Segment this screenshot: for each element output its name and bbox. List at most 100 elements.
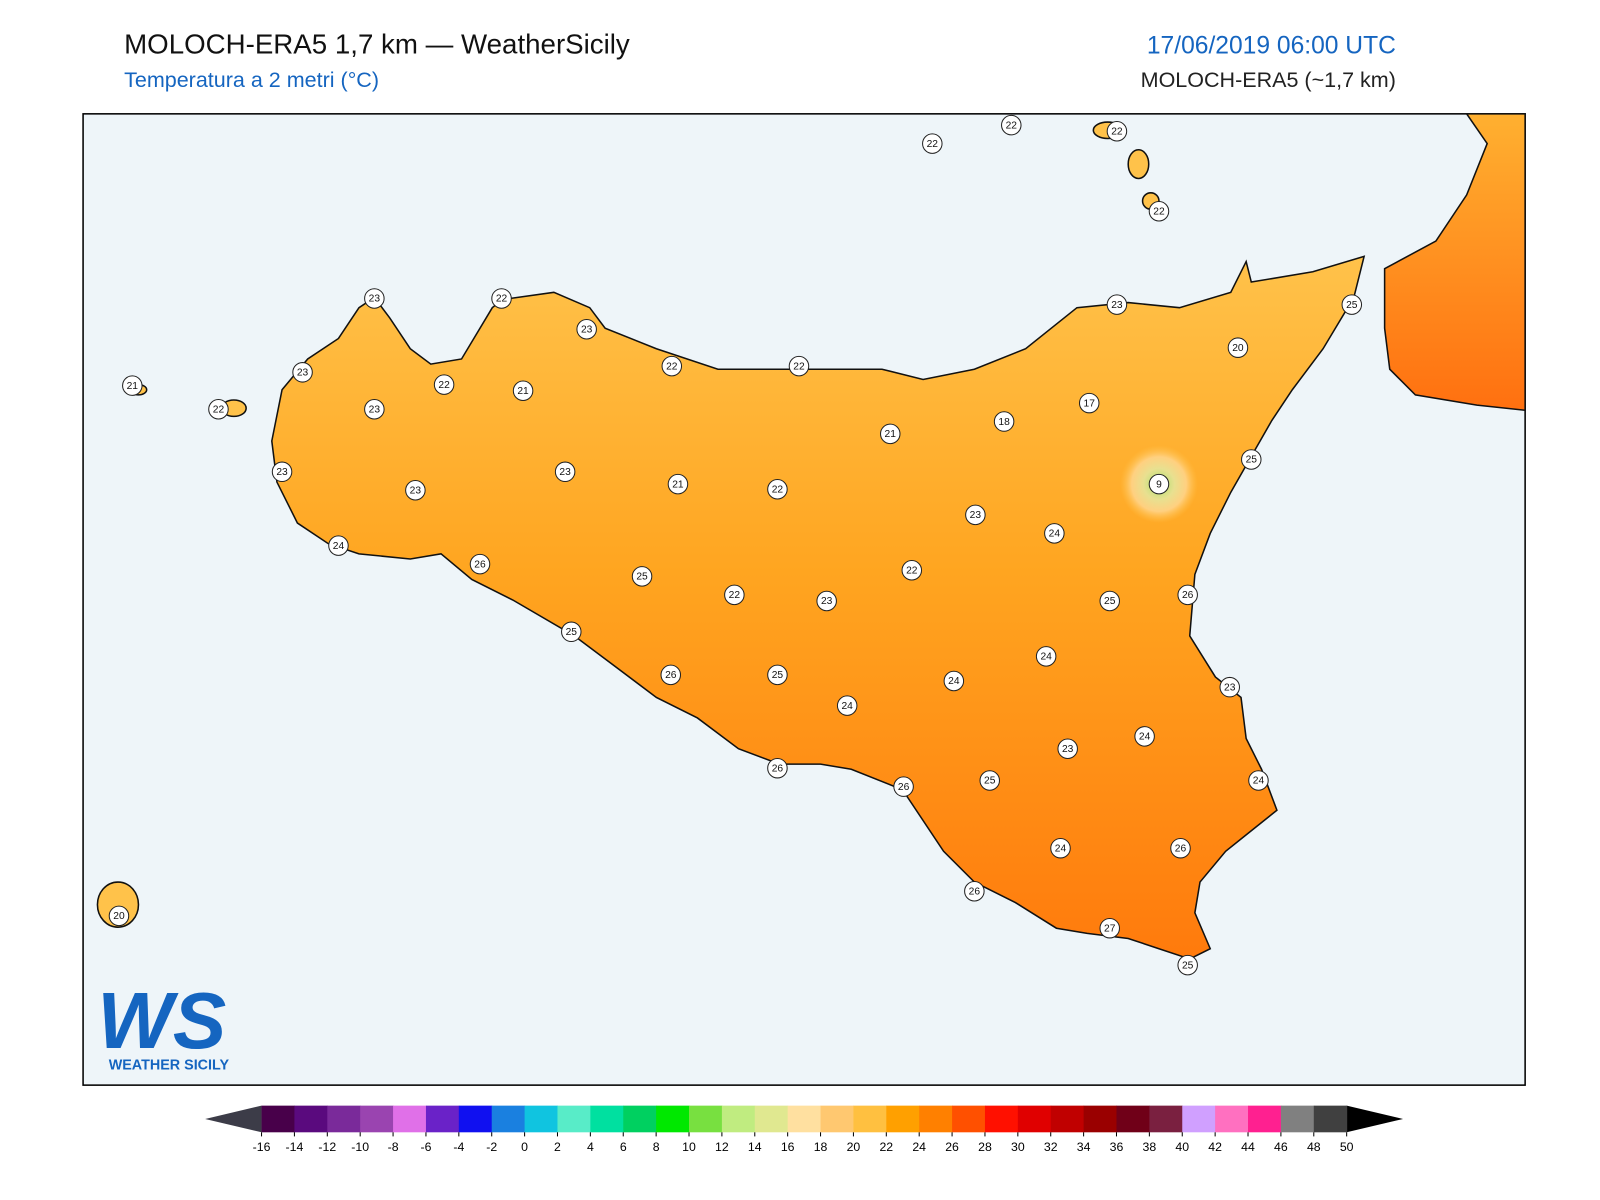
station: 23 [1219, 676, 1240, 698]
station-marker [469, 553, 491, 575]
station: 23 [292, 362, 313, 383]
calabria [1383, 113, 1526, 412]
station-marker [767, 757, 788, 779]
station-value: 20 [113, 911, 125, 922]
station: 17 [1078, 392, 1100, 414]
station: 25 [1099, 590, 1120, 612]
colorbar-segment [1280, 1105, 1315, 1133]
colorbar-tick-label: 6 [620, 1140, 627, 1154]
station: 24 [1035, 646, 1057, 667]
colorbar-segment [1313, 1105, 1348, 1133]
colorbar-tick-label: 20 [847, 1140, 861, 1154]
colorbar-tick-label: -10 [351, 1140, 369, 1154]
colorbar-tick-label: -2 [486, 1140, 497, 1154]
station: 22 [788, 355, 810, 377]
colorbar-segment [294, 1105, 328, 1133]
station: 25 [979, 770, 1000, 791]
station-marker [816, 590, 837, 612]
colorbar-tick-label: -12 [318, 1140, 336, 1154]
station-marker [943, 670, 965, 692]
station-value: 24 [1040, 652, 1052, 663]
colorbar-tick-label: 34 [1077, 1140, 1091, 1154]
station: 23 [554, 461, 576, 483]
station-value: 23 [369, 404, 381, 415]
colorbar-tick-label: 10 [682, 1140, 696, 1154]
station-marker [1001, 114, 1022, 136]
station-marker [893, 776, 914, 797]
station: 23 [965, 504, 986, 526]
station-marker [328, 535, 349, 556]
station-marker [1177, 954, 1198, 976]
stations: 23 22 23 23 22 21 22 22 21 22 23 21 18 17 23 20 25 23 23 23… [108, 114, 1363, 976]
station-value: 24 [1055, 843, 1067, 854]
station: 26 [660, 664, 682, 686]
station: 25 [767, 664, 788, 686]
station: 24 [943, 670, 965, 692]
colorbar-segment [919, 1105, 953, 1133]
station-value: 18 [998, 417, 1010, 428]
colorbar-tick-label: 50 [1340, 1140, 1354, 1154]
station-value: 22 [496, 294, 508, 305]
station: 22 [724, 584, 745, 606]
colorbar-tick-label: 22 [879, 1140, 893, 1154]
station-value: 24 [1139, 732, 1151, 743]
colorbar-tick-label: 28 [978, 1140, 992, 1154]
station-marker [1227, 337, 1249, 358]
colorbar-tick-label: 24 [912, 1140, 926, 1154]
station-marker [1099, 590, 1120, 612]
colorbar-segment [491, 1105, 526, 1133]
station: 22 [922, 133, 943, 154]
station-value: 22 [438, 380, 450, 391]
station: 22 [1148, 201, 1170, 222]
station-marker [405, 479, 426, 501]
station-marker [561, 621, 582, 643]
station-marker [1219, 676, 1240, 698]
station-marker [631, 566, 653, 587]
station: 22 [661, 355, 683, 377]
colorbar-segment [952, 1105, 986, 1133]
station: 20 [1227, 337, 1249, 358]
colorbar-under [205, 1105, 262, 1133]
colorbar-tick-label: -4 [453, 1140, 464, 1154]
colorbar-segment [458, 1105, 493, 1133]
station-value: 21 [885, 429, 897, 440]
station-marker [554, 461, 576, 483]
station-value: 9 [1156, 479, 1162, 490]
colorbar-segment [656, 1105, 690, 1133]
station: 21 [122, 375, 143, 396]
station: 22 [1106, 121, 1128, 142]
station-value: 22 [927, 139, 939, 150]
station-value: 17 [1084, 398, 1096, 409]
station: 26 [767, 757, 788, 779]
station-value: 23 [297, 368, 309, 379]
colorbar-segment [393, 1105, 427, 1133]
colorbar-segment [689, 1105, 723, 1133]
station: 26 [469, 553, 491, 575]
station-marker [1134, 726, 1155, 747]
station-marker [964, 881, 985, 902]
station-value: 26 [898, 782, 910, 793]
colorbar-segment [1083, 1105, 1118, 1133]
station-marker [993, 411, 1015, 432]
subtitle: Temperatura a 2 metri (°C) [124, 68, 379, 92]
station-marker [433, 374, 455, 395]
colorbar-segment [721, 1105, 756, 1133]
station-marker [122, 375, 143, 396]
station-value: 25 [566, 627, 578, 638]
station-value: 24 [1253, 776, 1265, 787]
station-value: 23 [369, 294, 381, 305]
station-marker [879, 423, 901, 445]
station-marker [1248, 770, 1269, 791]
station-value: 27 [1104, 923, 1116, 934]
logo-text: WEATHER SICILY [109, 1058, 230, 1074]
colorbar-tick-label: 14 [748, 1140, 762, 1154]
station: 9 [1148, 473, 1170, 495]
station-marker [1170, 837, 1191, 859]
station: 21 [512, 380, 534, 402]
station: 23 [576, 318, 597, 340]
station-marker [979, 770, 1000, 791]
colorbar-tick-label: 48 [1307, 1140, 1321, 1154]
station-value: 20 [1232, 343, 1244, 354]
station-value: 23 [410, 485, 422, 496]
colorbar-segment [623, 1105, 657, 1133]
